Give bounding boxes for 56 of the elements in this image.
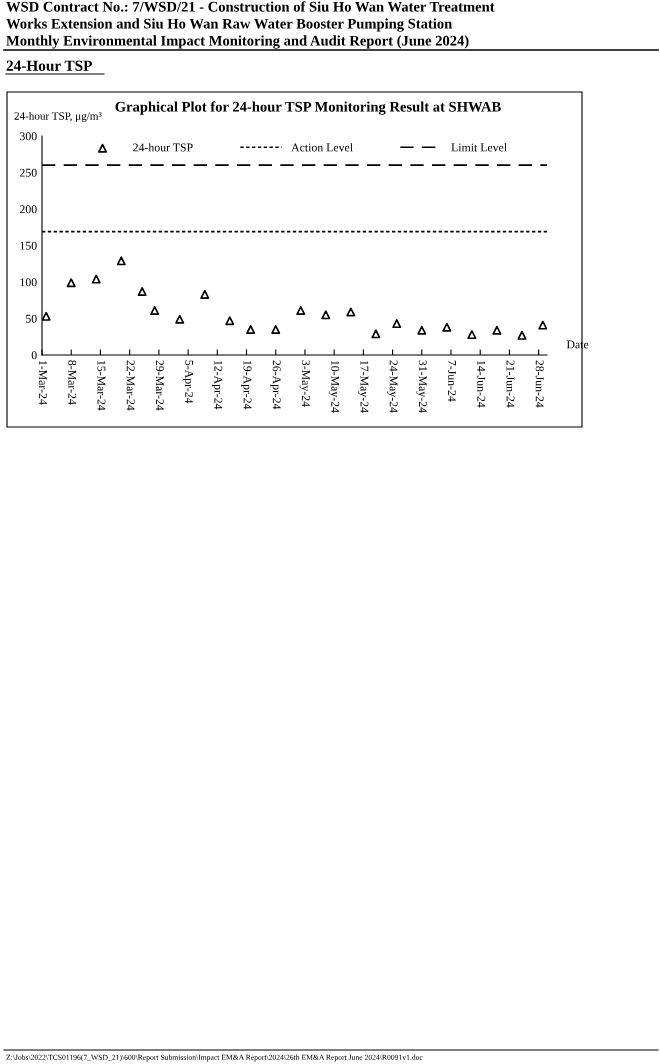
x-tick-label: 1-Mar-24 [39,360,47,405]
x-tick-label: 29-Mar-24 [155,360,164,411]
x-tick-label: 17-May-24 [358,360,369,413]
point [538,320,547,330]
point [225,316,235,326]
chart-title: Graphical Plot for 24-hour TSP Monitoring Result at SHWAB [115,101,501,115]
point [346,307,356,317]
x-tick-label: 5-Apr-24 [182,360,194,404]
point [175,314,185,324]
x-tick-label: 14-Jun-24 [477,360,486,408]
legend-label: Action Level [291,143,353,152]
point [150,305,160,315]
legend-label: Limit Level [451,143,507,152]
text: Monthly Environmental Impact Monitoring and Audit Report (June 2024) [6,35,469,49]
x-tick-label: 12-Apr-24 [211,360,223,410]
point [42,311,51,321]
x-tick-label: 10-May-24 [328,360,340,413]
x-tick-label: 7-Jun-24 [448,360,456,402]
text: 24-Hour TSP [6,60,93,71]
x-tick-label: 26-Apr-24 [270,360,281,410]
point [417,325,427,335]
y-axis-title: 24-hour TSP, μg/m³ [14,111,102,123]
y-tick-label: 100 [20,278,37,287]
y-tick-label: 150 [20,241,37,250]
x-tick-label: 22-Mar-24 [126,360,135,411]
y-tick-label: 50 [26,314,37,323]
x-tick-label: 24-May-24 [387,360,398,413]
point [492,325,502,335]
x-tick-label: 21-Jun-24 [506,360,515,408]
x-tick-label: 3-May-24 [299,360,310,407]
y-tick-label: 0 [31,351,37,360]
point [200,289,210,299]
x-tick-label: 8-Mar-24 [68,360,77,405]
point [442,322,452,332]
y-tick-label: 250 [19,168,37,177]
text: WSD Contract No.: 7/WSD/21 - Construction of Siu Ho Wan Water Treatment [6,1,495,12]
x-tick-label: 28-Jun-24 [535,360,544,408]
y-tick-label: 300 [20,132,37,141]
point [392,319,402,329]
x-tick-label: 31-May-24 [416,360,427,413]
point [66,278,76,288]
point [271,324,281,334]
point [321,310,331,320]
point [371,329,381,339]
point [246,324,256,334]
legend-label: 24-hour TSP [133,143,193,152]
point [517,330,527,340]
x-tick-label: 15-Mar-24 [97,360,106,411]
x-tick-label: 19-Apr-24 [241,360,252,410]
point [467,330,477,340]
point [296,305,306,315]
y-tick-label: 200 [19,205,37,214]
point [137,286,147,296]
point [116,256,126,266]
point [91,274,101,284]
text: Works Extension and Siu Ho Wan Raw Water Booster Pumping Station [6,18,453,32]
